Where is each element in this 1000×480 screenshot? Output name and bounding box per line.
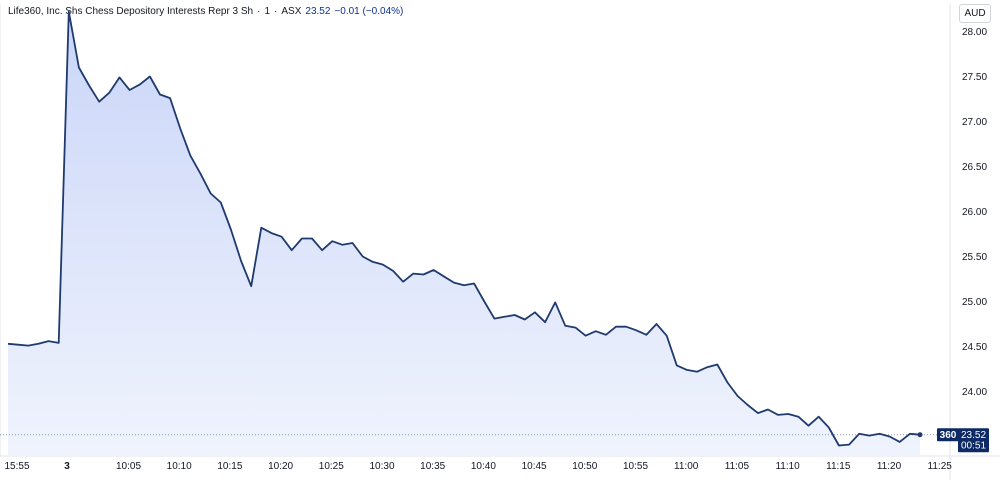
time-tick-label: 10:30 bbox=[369, 461, 394, 472]
badge-price: 23.52 bbox=[961, 430, 986, 441]
area-fill bbox=[8, 11, 920, 456]
last-point bbox=[917, 432, 923, 438]
price-change: −0.01 (−0.04%) bbox=[334, 6, 404, 17]
price-tick-label: 27.50 bbox=[962, 72, 987, 83]
price-tick-label: 25.00 bbox=[962, 297, 987, 308]
price-axis: 24.00 24.50 25.00 25.50 26.00 26.50 27.00 27.50… bbox=[962, 27, 987, 398]
time-tick-label: 10:55 bbox=[623, 461, 648, 472]
badge-symbol-bg bbox=[937, 428, 959, 442]
time-tick-label: 11:00 bbox=[674, 461, 699, 472]
time-tick-label: 3 bbox=[64, 461, 70, 472]
exchange: ASX bbox=[281, 6, 302, 17]
last-price-badge: 360 23.52 00:51 bbox=[937, 428, 989, 453]
time-tick-label: 10:15 bbox=[217, 461, 242, 472]
price-tick-label: 26.00 bbox=[962, 207, 987, 218]
symbol-name: Life360, Inc. Shs Chess Depository Inter… bbox=[8, 6, 254, 17]
price-tick-label: 24.00 bbox=[962, 387, 987, 398]
time-tick-label: 10:50 bbox=[572, 461, 597, 472]
price-tick-label: 25.50 bbox=[962, 252, 987, 263]
badge-countdown: 00:51 bbox=[961, 441, 986, 452]
price-tick-label: 26.50 bbox=[962, 162, 987, 173]
price-line bbox=[7, 10, 921, 447]
time-tick-label: 10:05 bbox=[116, 461, 141, 472]
badge-symbol: 360 bbox=[940, 430, 957, 441]
time-tick-label: 11:05 bbox=[725, 461, 750, 472]
time-tick-label: 10:35 bbox=[420, 461, 445, 472]
time-tick-label: 11:20 bbox=[877, 461, 902, 472]
currency-button[interactable]: AUD bbox=[959, 4, 991, 23]
chart-legend: Life360, Inc. Shs Chess Depository Inter… bbox=[8, 6, 404, 17]
time-tick-label: 10:40 bbox=[471, 461, 496, 472]
time-tick-label: 11:10 bbox=[775, 461, 800, 472]
time-tick-label: 10:45 bbox=[522, 461, 547, 472]
time-tick-label: 11:15 bbox=[826, 461, 851, 472]
time-tick-label: 10:10 bbox=[167, 461, 192, 472]
time-tick-label: 10:25 bbox=[319, 461, 344, 472]
price-tick-label: 27.00 bbox=[962, 117, 987, 128]
time-tick-label: 10:20 bbox=[268, 461, 293, 472]
last-price: 23.52 bbox=[305, 6, 331, 17]
time-axis: 15:55 3 10:05 10:10 10:15 10:20 10:25 10:30 10:3… bbox=[4, 461, 952, 472]
time-tick-label: 11:25 bbox=[928, 461, 953, 472]
time-tick-label: 15:55 bbox=[4, 461, 29, 472]
badge-price-bg bbox=[958, 428, 989, 453]
interval[interactable]: 1 bbox=[264, 6, 271, 17]
price-tick-label: 24.50 bbox=[962, 342, 987, 353]
price-tick-label: 28.00 bbox=[962, 27, 987, 38]
